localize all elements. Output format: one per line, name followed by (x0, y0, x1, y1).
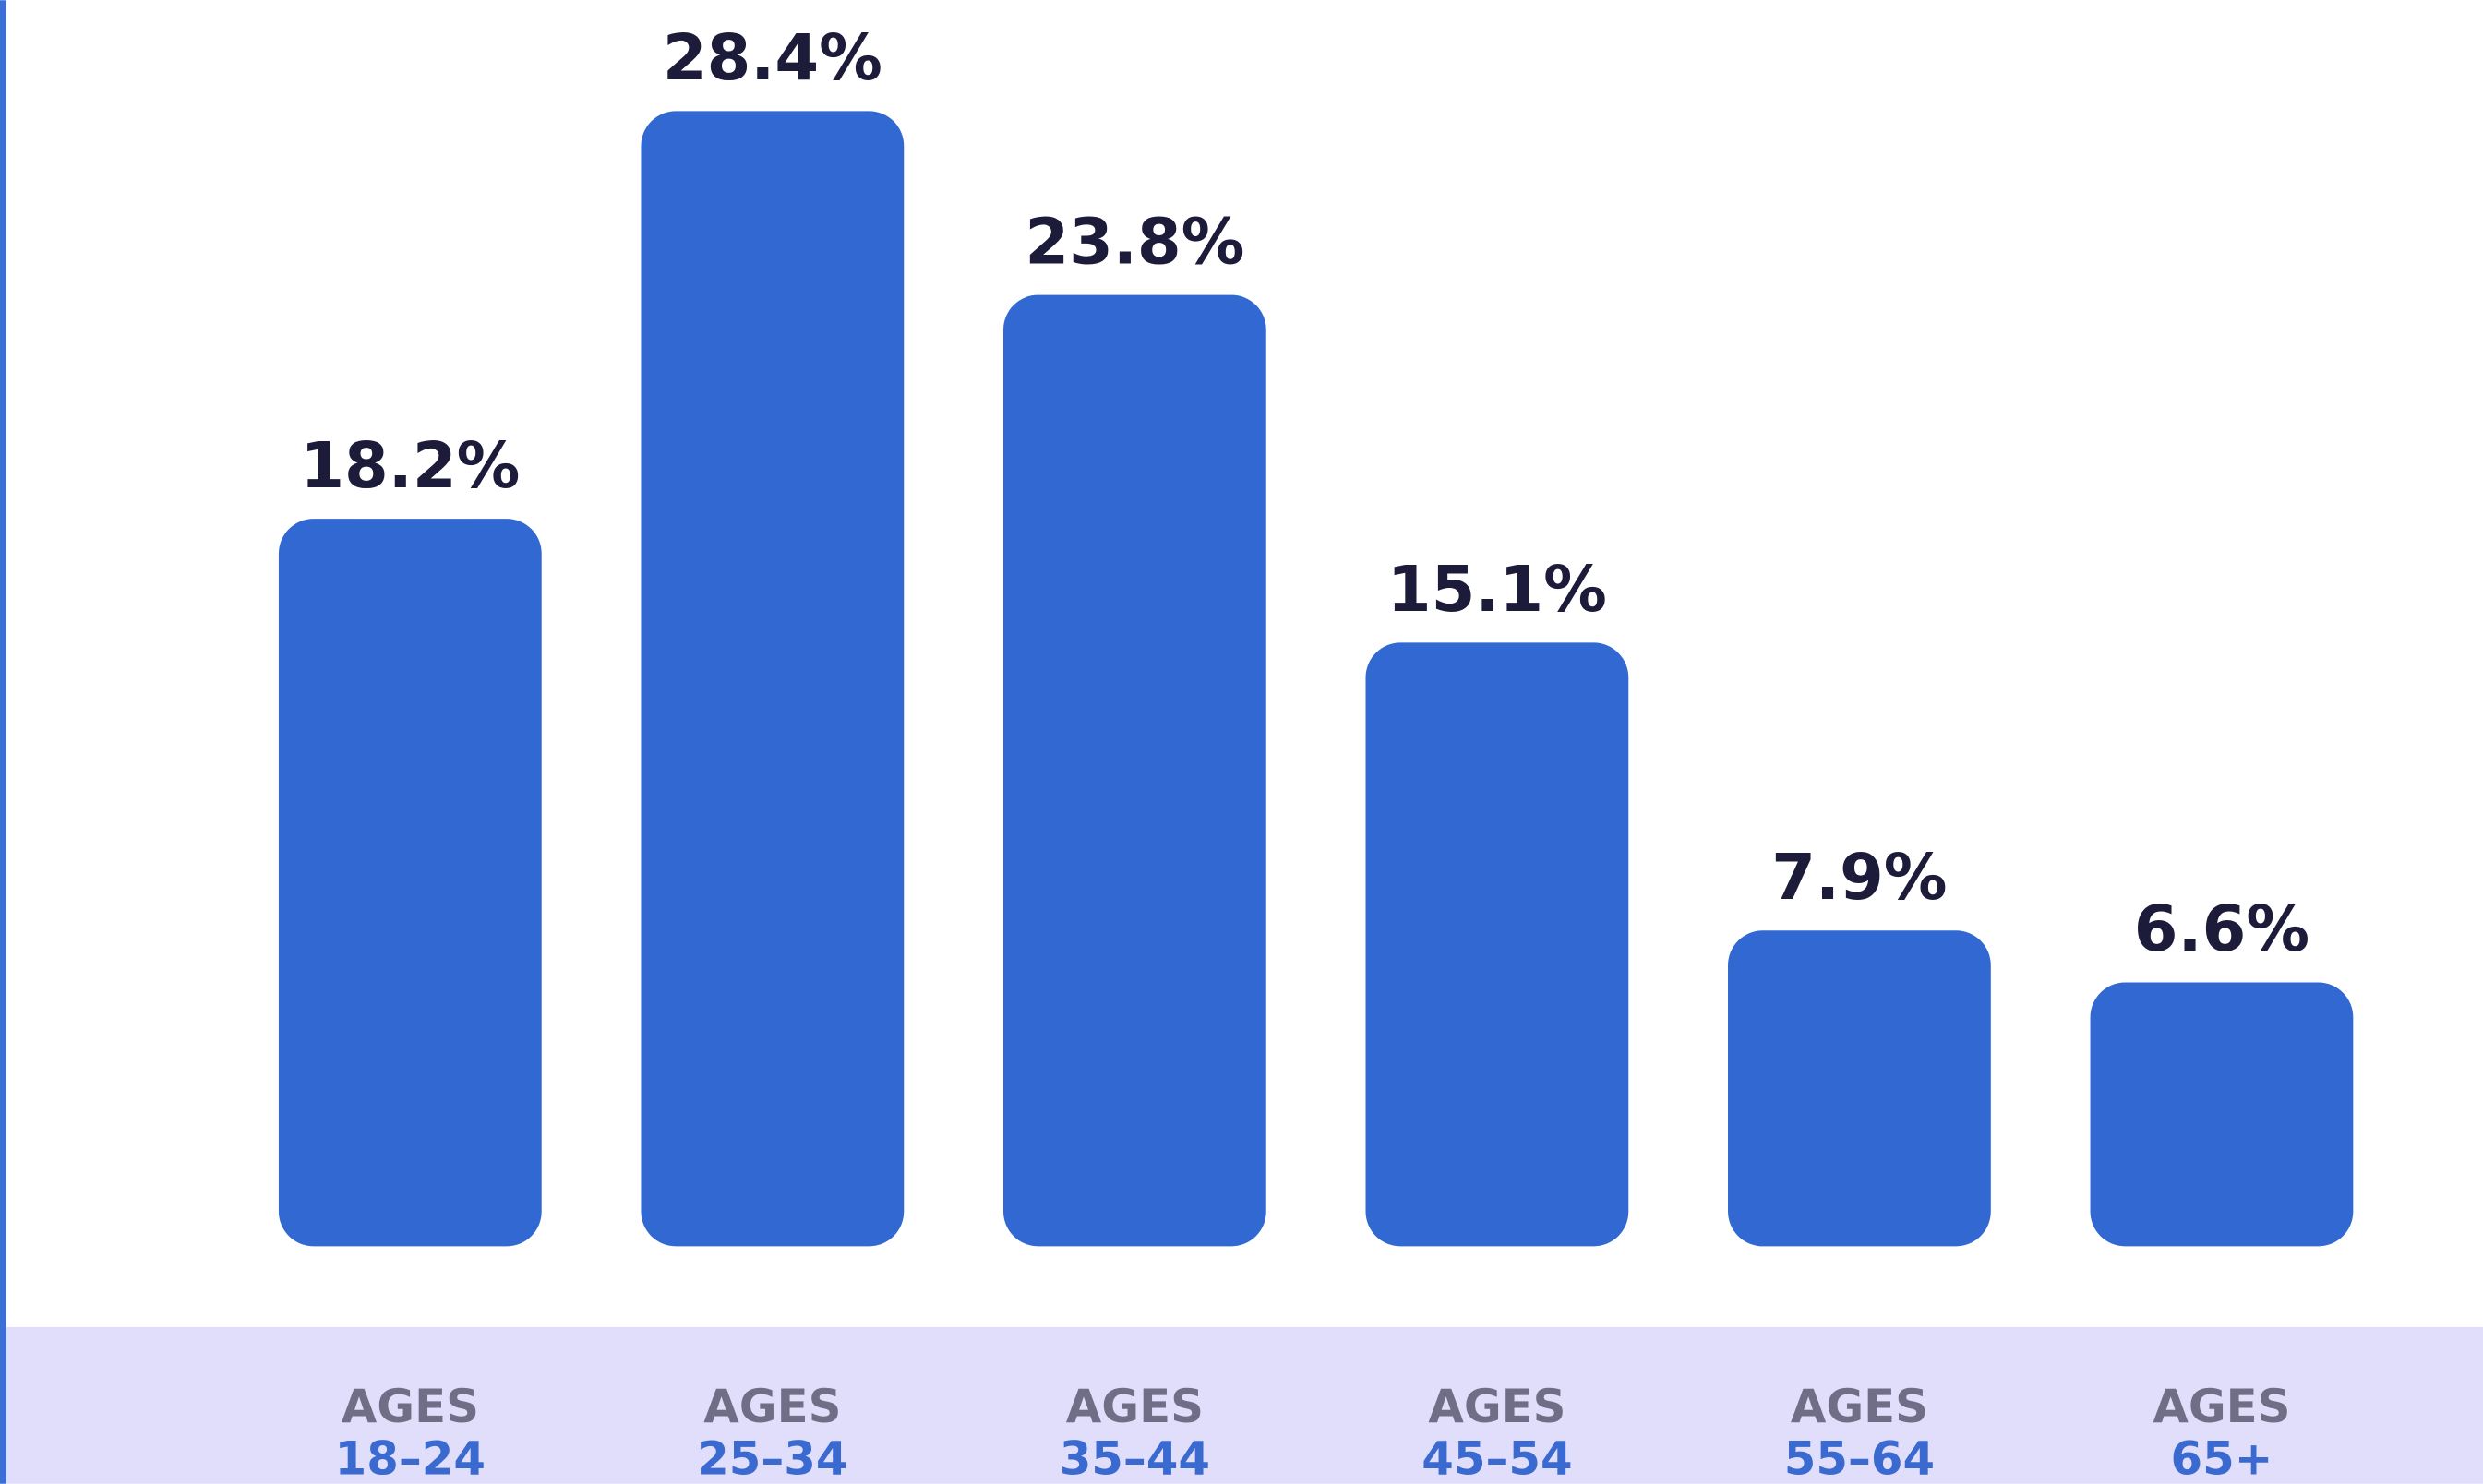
value-label: 23.8% (1025, 205, 1244, 279)
category-label: 35–44 (1060, 1431, 1210, 1484)
value-label: 15.1% (1387, 553, 1607, 627)
category-label: AGES (1428, 1380, 1565, 1433)
category-label: AGES (342, 1380, 479, 1433)
left-border (0, 0, 6, 1484)
bar (641, 111, 905, 1247)
category-label: 55–64 (1784, 1431, 1935, 1484)
bar (1002, 294, 1266, 1247)
category-label: AGES (703, 1380, 841, 1433)
value-label: 7.9% (1771, 841, 1947, 915)
value-label: 18.2% (300, 429, 520, 503)
bar (2090, 982, 2354, 1247)
category-label: 45–54 (1421, 1431, 1572, 1484)
category-band (0, 1326, 2483, 1484)
category-label: AGES (2153, 1380, 2290, 1433)
bar (1365, 642, 1629, 1247)
bar (1728, 930, 1991, 1247)
category-label: 65+ (2170, 1431, 2273, 1484)
value-label: 6.6% (2134, 892, 2309, 966)
category-label: AGES (1791, 1380, 1928, 1433)
category-label: 25–34 (697, 1431, 847, 1484)
category-label: AGES (1066, 1380, 1204, 1433)
value-label: 28.4% (663, 21, 882, 95)
category-label: 18–24 (335, 1431, 486, 1484)
bar (278, 519, 542, 1247)
